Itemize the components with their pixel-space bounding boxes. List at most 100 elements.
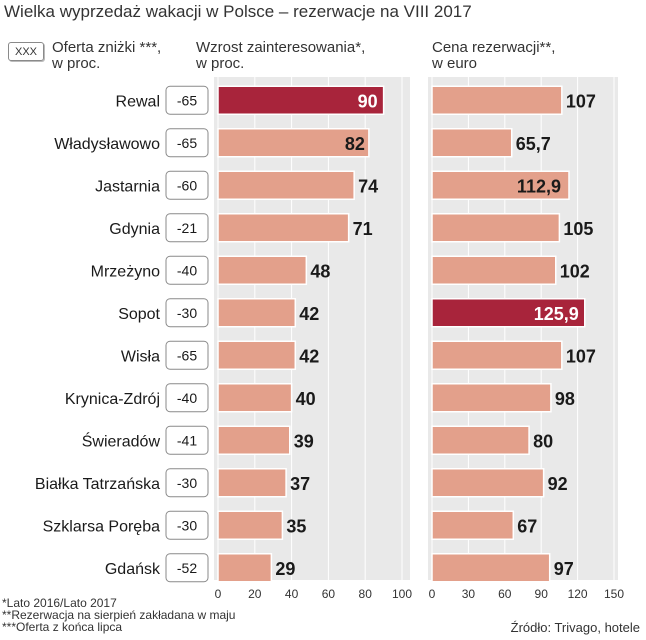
- price-bar: [431, 383, 552, 413]
- interest-bar: [217, 298, 297, 328]
- discount-value: -30: [177, 517, 197, 533]
- city-label: Krynica-Zdrój: [65, 391, 160, 408]
- discount-box: [165, 553, 209, 583]
- interest-bar: [217, 340, 297, 370]
- interest-bar: [217, 553, 273, 583]
- interest-bar: [217, 85, 385, 115]
- price-bar: [431, 553, 551, 583]
- legend-discount-label-line2: w proc.: [52, 55, 101, 72]
- discount-value: -65: [177, 92, 197, 108]
- price-bar: [431, 85, 563, 115]
- city-label: Jastarnia: [95, 178, 160, 195]
- discount-value: -21: [177, 220, 197, 236]
- interest-tick-label: 100: [392, 587, 412, 601]
- price-value-label: 67: [517, 516, 537, 536]
- price-bar: [431, 425, 530, 455]
- price-value-label: 125,9: [534, 304, 579, 324]
- price-bar: [431, 255, 557, 285]
- price-tick-label: 30: [462, 587, 476, 601]
- discount-box: [165, 85, 209, 115]
- interest-value-label: 42: [299, 304, 319, 324]
- discount-value: -60: [177, 177, 197, 193]
- discount-box: [165, 340, 209, 370]
- interest-tick-label: 60: [322, 587, 336, 601]
- interest-value-label: 71: [353, 219, 373, 239]
- price-bar: [431, 510, 515, 540]
- legend-discount-label-line1: Oferta zniżki ***,: [52, 39, 162, 56]
- price-value-label: 80: [533, 431, 553, 451]
- price-value-label: 107: [566, 91, 596, 111]
- interest-bar: [217, 510, 284, 540]
- city-label: Gdynia: [109, 221, 160, 238]
- interest-value-label: 82: [345, 134, 365, 154]
- city-label: Sopot: [118, 306, 160, 323]
- price-value-label: 112,9: [517, 176, 561, 196]
- price-bar: [431, 128, 513, 158]
- discount-value: -40: [177, 262, 197, 278]
- price-tick-label: 90: [535, 587, 549, 601]
- chart-title: Wielka wyprzedaż wakacji w Polsce – reze…: [4, 2, 472, 21]
- discount-value: -65: [177, 135, 197, 151]
- discount-value: -40: [177, 390, 197, 406]
- city-label: Wisła: [121, 348, 160, 365]
- price-value-label: 98: [555, 389, 575, 409]
- discount-box: [165, 383, 209, 413]
- discount-box: [165, 170, 209, 200]
- price-tick-label: 0: [429, 587, 436, 601]
- city-label: Białka Tatrzańska: [35, 476, 160, 493]
- price-tick-label: 150: [604, 587, 624, 601]
- discount-box: [165, 213, 209, 243]
- city-label: Mrzeżyno: [91, 263, 160, 280]
- discount-value: -41: [177, 432, 197, 448]
- interest-value-label: 35: [286, 516, 306, 536]
- interest-bar: [217, 383, 293, 413]
- price-tick-label: 120: [568, 587, 588, 601]
- legend-discount-box: XXX: [8, 42, 44, 61]
- interest-value-label: 37: [290, 474, 310, 494]
- city-label: Świeradów: [82, 431, 161, 450]
- footnote-3: ***Oferta z końca lipca: [2, 620, 123, 634]
- price-value-label: 107: [566, 346, 596, 366]
- price-value-label: 97: [554, 559, 574, 579]
- interest-chart-subtitle: w proc.: [196, 55, 245, 72]
- price-chart-subtitle: w euro: [432, 55, 478, 72]
- price-value-label: 65,7: [516, 134, 551, 154]
- interest-value-label: 90: [358, 91, 378, 111]
- city-label: Rewal: [116, 93, 160, 110]
- interest-tick-label: 20: [248, 587, 262, 601]
- interest-value-label: 42: [299, 346, 319, 366]
- discount-box: [165, 255, 209, 285]
- interest-tick-label: 80: [359, 587, 373, 601]
- interest-value-label: 74: [358, 176, 378, 196]
- price-bar: [431, 298, 586, 328]
- price-tick-label: 60: [498, 587, 512, 601]
- interest-tick-label: 0: [215, 587, 222, 601]
- discount-box: [165, 468, 209, 498]
- source-note: Źródło: Trivago, hotele: [510, 620, 640, 635]
- price-bar: [431, 170, 570, 200]
- city-label: Szklarsa Poręba: [43, 518, 160, 535]
- discount-value: -30: [177, 305, 197, 321]
- price-bar: [431, 468, 545, 498]
- price-value-label: 105: [563, 219, 593, 239]
- price-value-label: 102: [560, 261, 590, 281]
- interest-bar: [217, 128, 370, 158]
- interest-bar: [217, 255, 308, 285]
- interest-tick-label: 40: [285, 587, 299, 601]
- price-bar: [431, 340, 563, 370]
- interest-bar: [217, 213, 350, 243]
- discount-box: [165, 510, 209, 540]
- discount-box: [165, 298, 209, 328]
- price-chart-title: Cena rezerwacji**,: [432, 39, 556, 56]
- interest-bar: [217, 425, 291, 455]
- discount-box: [165, 425, 209, 455]
- interest-value-label: 48: [310, 261, 330, 281]
- discount-value: -52: [177, 560, 197, 576]
- interest-value-label: 29: [275, 559, 295, 579]
- city-label: Gdańsk: [105, 561, 161, 578]
- footnote-2: **Rezerwacja na sierpień zakładana w maj…: [2, 608, 236, 622]
- interest-chart-title: Wzrost zainteresowania*,: [196, 39, 366, 56]
- price-value-label: 92: [548, 474, 568, 494]
- interest-bar: [217, 170, 355, 200]
